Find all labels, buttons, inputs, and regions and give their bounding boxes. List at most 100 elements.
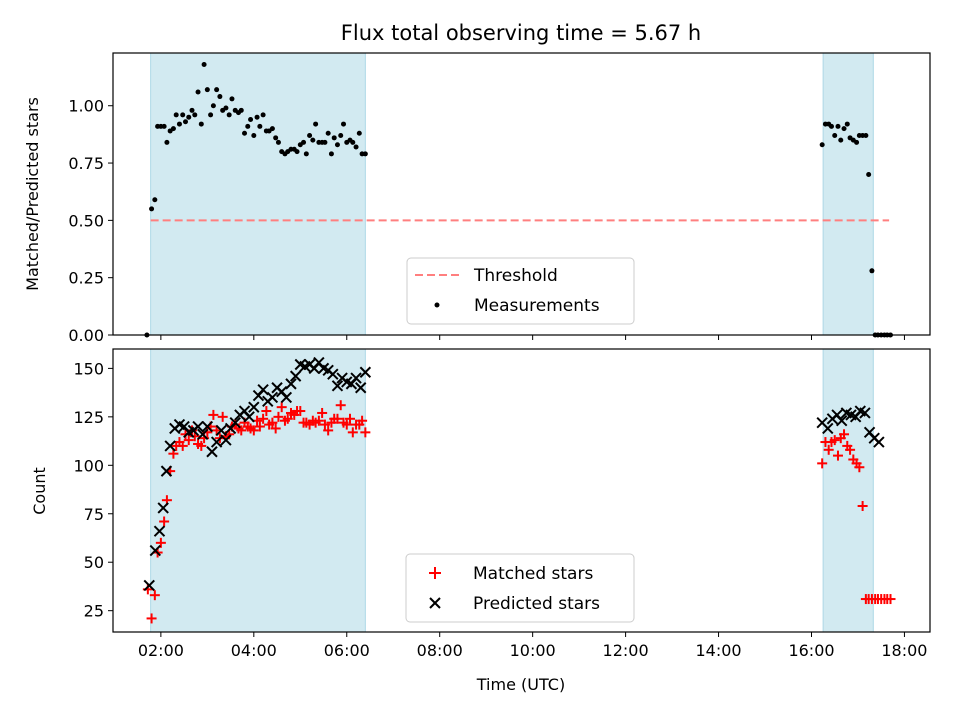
measurement-point: [854, 139, 860, 145]
predicted-star-point: [822, 422, 834, 435]
predicted-star-point: [327, 368, 339, 380]
measurement-point: [353, 144, 359, 150]
measurement-point: [362, 151, 368, 157]
measurement-point: [189, 107, 195, 113]
measurement-point: [257, 123, 263, 129]
matched-star-point: [236, 425, 247, 436]
counts-y-axis-label: Count: [30, 467, 49, 515]
matched-star-point: [345, 413, 356, 424]
chart-title: Flux total observing time = 5.67 h: [341, 21, 701, 45]
counts-plot-frame: [112, 348, 931, 633]
measurement-point: [198, 121, 204, 127]
counts-legend: Matched stars Predicted stars: [405, 553, 635, 623]
legend-matched-swatch: [429, 567, 441, 579]
matched-star-point: [217, 411, 228, 422]
predicted-star-point: [149, 544, 161, 557]
matched-star-point: [295, 406, 306, 417]
predicted-star-point: [160, 465, 173, 477]
measurement-point: [350, 139, 356, 145]
predicted-star-point: [248, 401, 260, 413]
matched-star-point: [323, 425, 334, 436]
measurement-point: [303, 151, 309, 157]
measurement-point: [214, 87, 220, 93]
matched-star-point: [248, 425, 259, 436]
predicted-star-point: [331, 380, 344, 392]
measurement-point: [164, 139, 170, 145]
measurement-point: [828, 123, 834, 129]
measurement-point: [294, 149, 300, 155]
y-tick-label: 25: [84, 602, 104, 621]
observing-window-shade: [822, 52, 874, 336]
y-tick-label: 1.00: [68, 97, 104, 116]
matched-star-point: [267, 417, 278, 428]
measurement-point: [832, 133, 838, 139]
x-tick-label: 18:00: [881, 641, 927, 660]
predicted-star-point: [859, 407, 871, 419]
measurement-point: [869, 268, 875, 274]
measurement-point: [338, 133, 344, 139]
predicted-star-point: [359, 366, 372, 378]
predicted-star-point: [201, 420, 214, 433]
ratio-legend: Threshold Measurements: [406, 257, 635, 325]
matched-star-point: [261, 406, 272, 417]
measurement-point: [245, 123, 251, 129]
matched-star-point: [254, 421, 265, 432]
matched-star-point: [845, 444, 856, 455]
predicted-star-point: [192, 420, 204, 433]
matched-star-point: [313, 415, 324, 426]
y-tick-label: 150: [73, 359, 104, 378]
measurement-point: [195, 89, 201, 95]
matched-star-point: [282, 413, 293, 424]
measurement-point: [838, 137, 844, 143]
x-tick-label: 04:00: [231, 641, 277, 660]
matched-star-point: [183, 435, 194, 446]
measurement-point: [307, 133, 313, 139]
measurement-point: [254, 114, 260, 120]
predicted-star-point: [289, 370, 302, 382]
predicted-star-point: [285, 378, 297, 390]
matched-star-point: [854, 462, 865, 473]
legend-threshold-label: Threshold: [473, 266, 558, 286]
measurement-point: [313, 121, 319, 127]
legend-predicted-label: Predicted stars: [473, 594, 600, 614]
predicted-star-point: [143, 579, 155, 592]
y-tick-label: 50: [84, 553, 104, 572]
matched-star-point: [357, 415, 368, 426]
measurement-point: [334, 142, 340, 148]
predicted-star-point: [243, 411, 255, 423]
matched-star-point: [258, 413, 269, 424]
measurement-point: [170, 126, 176, 132]
measurement-point: [217, 94, 223, 100]
measurement-point: [242, 130, 248, 136]
y-tick-label: 0.50: [68, 211, 104, 230]
matched-star-point: [159, 516, 170, 527]
predicted-star-point: [153, 525, 166, 537]
measurement-point: [269, 126, 275, 132]
matched-star-point: [208, 409, 219, 420]
measurement-point: [176, 121, 182, 127]
matched-star-point: [196, 440, 207, 451]
measurement-point: [186, 114, 192, 120]
predicted-star-point: [164, 440, 176, 452]
measurement-point: [325, 130, 331, 136]
matched-star-point: [273, 411, 284, 422]
predicted-star-point: [873, 436, 885, 448]
measurement-point: [192, 112, 198, 118]
x-tick-label: 08:00: [417, 641, 463, 660]
matched-star-point: [823, 444, 834, 455]
x-tick-label: 06:00: [324, 641, 370, 660]
measurement-point: [844, 121, 850, 127]
matched-star-point: [177, 440, 188, 451]
predicted-star-point: [220, 434, 232, 446]
measurement-point: [248, 116, 254, 122]
measurement-point: [149, 206, 155, 212]
legend-matched-label: Matched stars: [473, 564, 593, 584]
y-tick-label: 0.25: [68, 269, 104, 288]
predicted-star-point: [206, 446, 218, 458]
measurement-point: [331, 135, 337, 141]
measurement-point: [841, 126, 847, 132]
measurement-point: [204, 87, 210, 93]
matched-star-point: [347, 427, 358, 438]
y-tick-label: 125: [73, 408, 104, 427]
measurement-point: [275, 139, 281, 145]
